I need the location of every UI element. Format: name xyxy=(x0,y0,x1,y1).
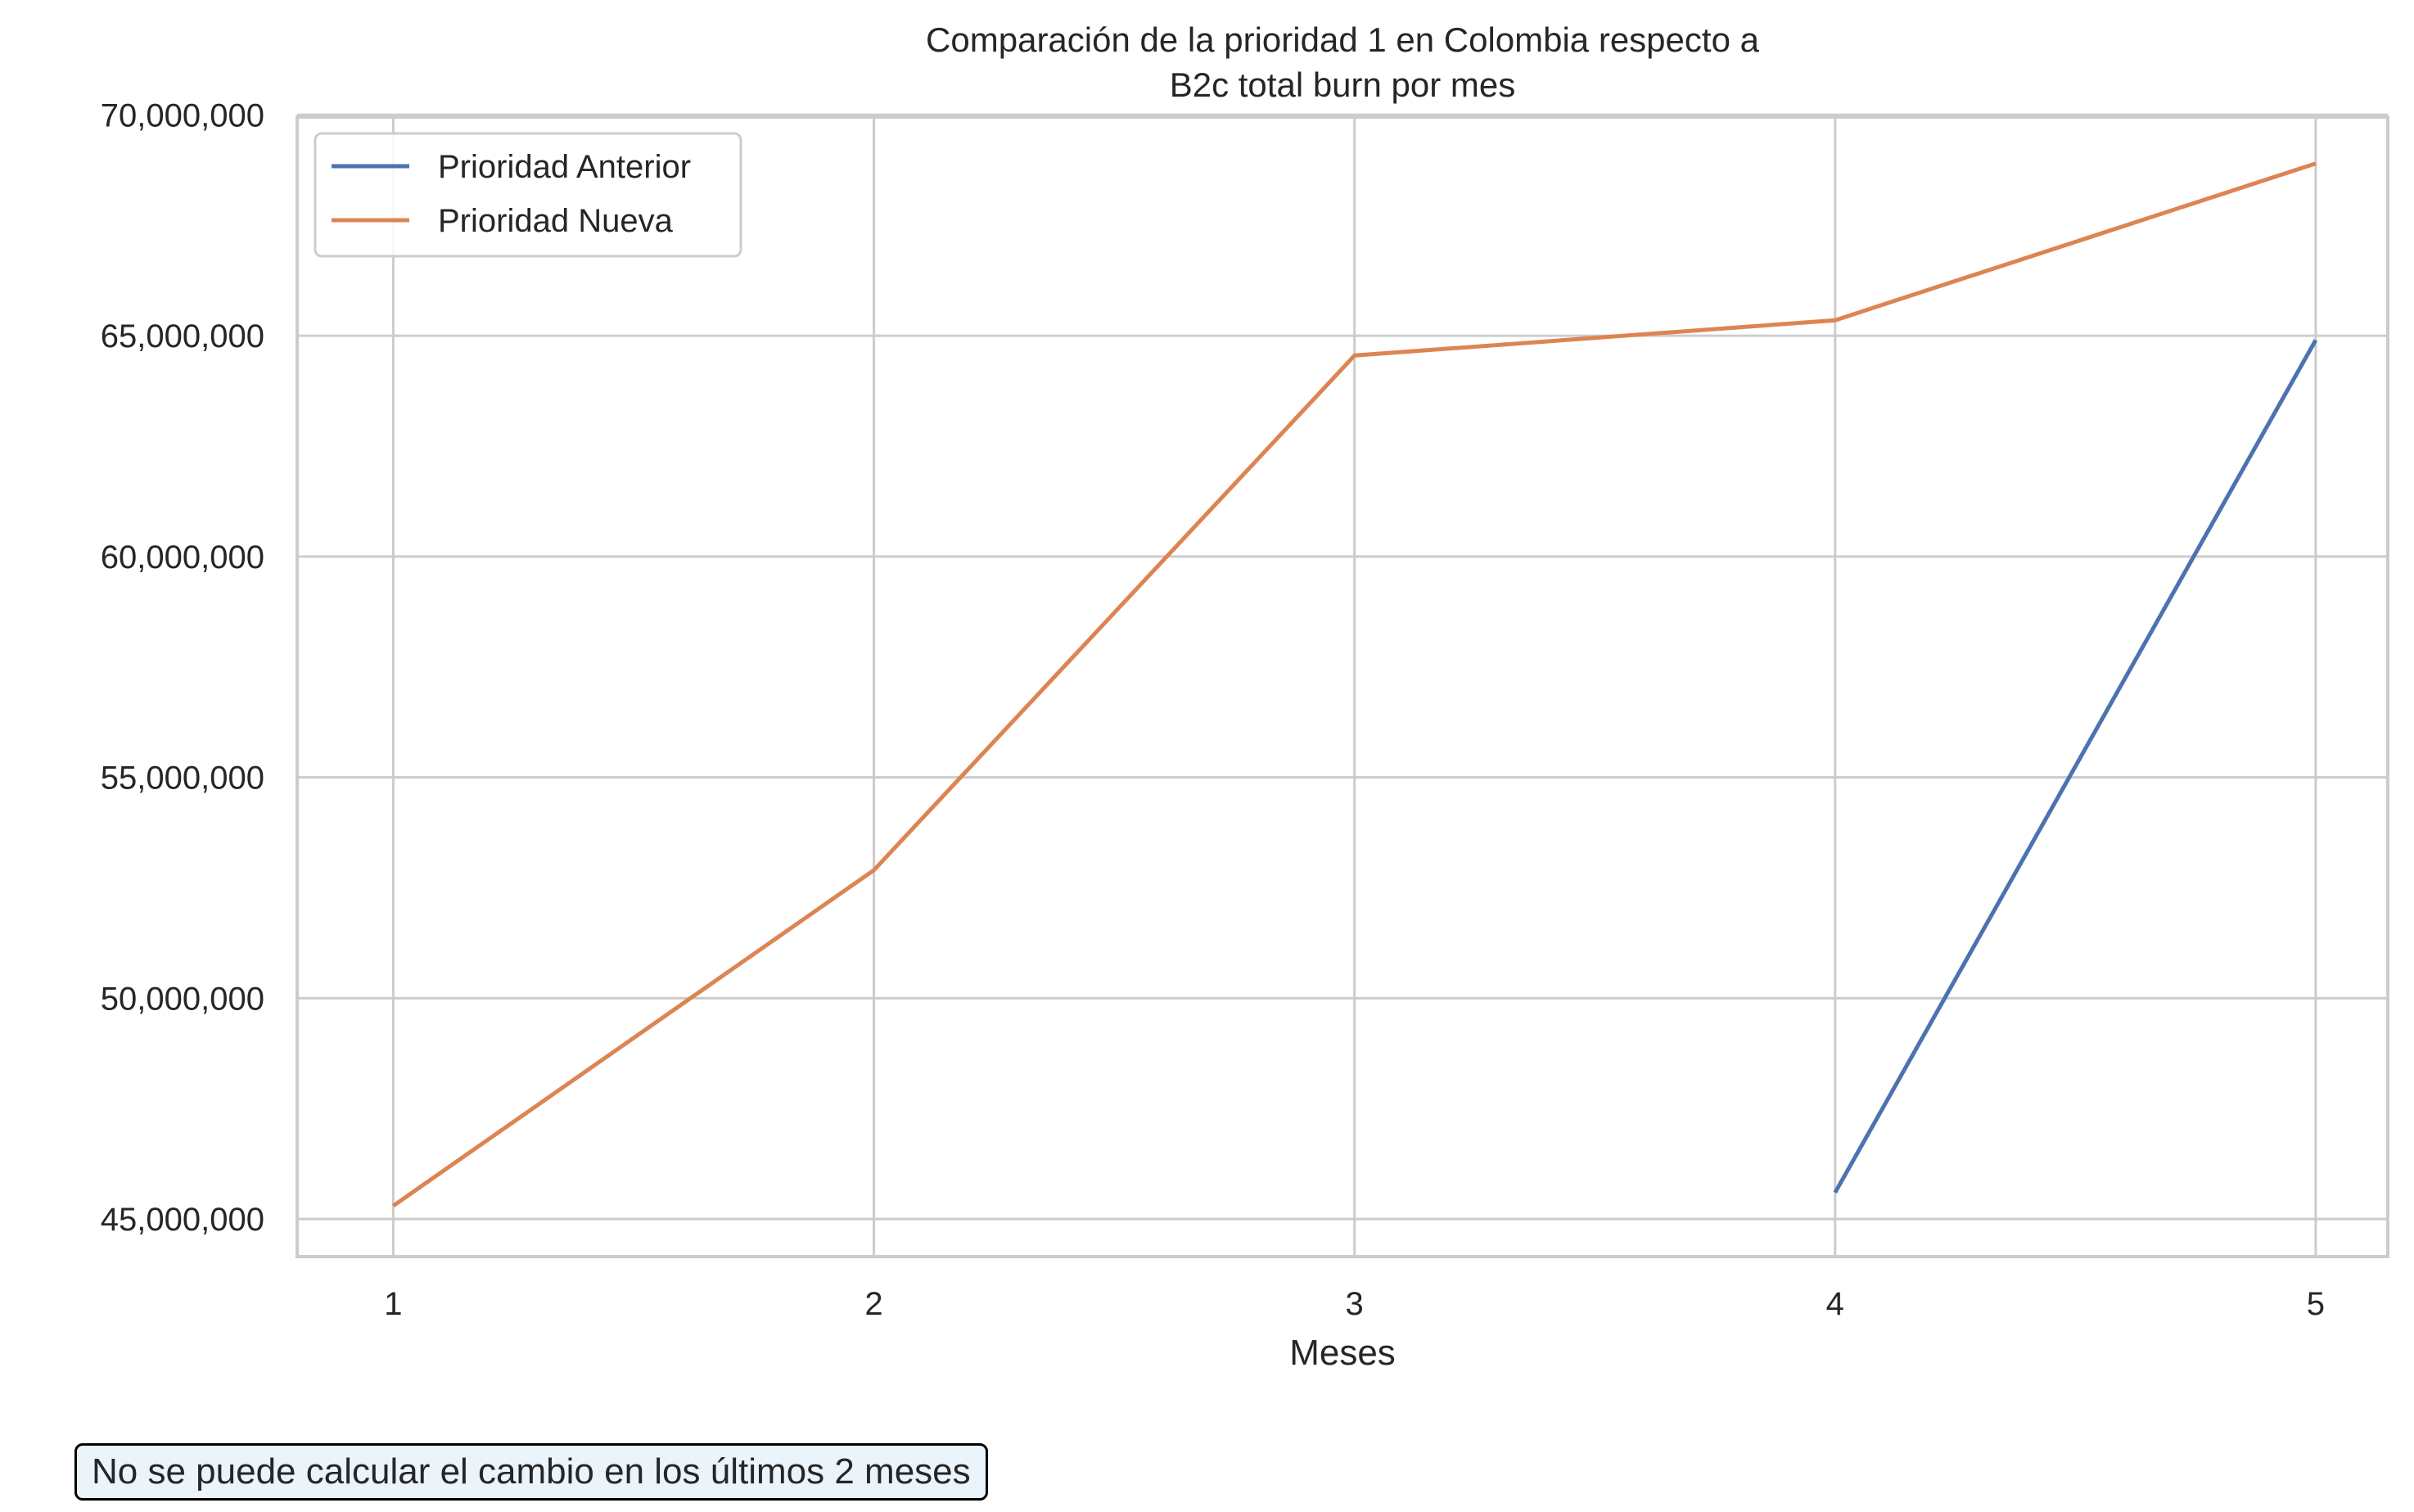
grid-lines xyxy=(297,113,2388,1257)
x-tick-label-5: 5 xyxy=(2307,1286,2325,1322)
info-note-box: No se puede calcular el cambio en los úl… xyxy=(74,1443,988,1501)
y-tick-label-4: 60,000,000 xyxy=(101,539,264,575)
series-line-1 xyxy=(1833,339,2318,1194)
legend-label-2: Prioridad Nueva xyxy=(438,203,674,239)
y-tick-label-5: 65,000,000 xyxy=(101,318,264,354)
x-tick-label-4: 4 xyxy=(1826,1286,1844,1322)
chart-title: Comparación de la prioridad 1 en Colombi… xyxy=(926,20,1760,104)
y-tick-label-1: 45,000,000 xyxy=(101,1202,264,1238)
y-tick-label-3: 55,000,000 xyxy=(101,761,264,797)
x-axis-label: Meses xyxy=(1289,1333,1396,1373)
chart-title-line-1: Comparación de la prioridad 1 en Colombi… xyxy=(926,20,1760,59)
y-tick-label-6: 70,000,000 xyxy=(101,97,264,133)
y-axis-tick-labels: 45,000,000 50,000,000 55,000,000 60,000,000… xyxy=(101,97,264,1238)
legend-label-1: Prioridad Anterior xyxy=(438,149,691,185)
chart-title-line-2: B2c total burn por mes xyxy=(1170,65,1516,104)
x-tick-label-3: 3 xyxy=(1346,1286,1364,1322)
plot-area-frame xyxy=(296,115,2389,1258)
series-line-2 xyxy=(391,161,2317,1208)
y-tick-label-2: 50,000,000 xyxy=(101,981,264,1017)
info-note-text: No se puede calcular el cambio en los úl… xyxy=(92,1451,971,1492)
x-tick-label-2: 2 xyxy=(864,1286,882,1322)
x-axis-tick-labels: 1 2 3 4 5 xyxy=(384,1286,2325,1322)
series-lines xyxy=(391,161,2318,1208)
legend-box xyxy=(314,132,742,258)
x-tick-label-1: 1 xyxy=(384,1286,402,1322)
legend: Prioridad Anterior Prioridad Nueva xyxy=(314,132,742,258)
